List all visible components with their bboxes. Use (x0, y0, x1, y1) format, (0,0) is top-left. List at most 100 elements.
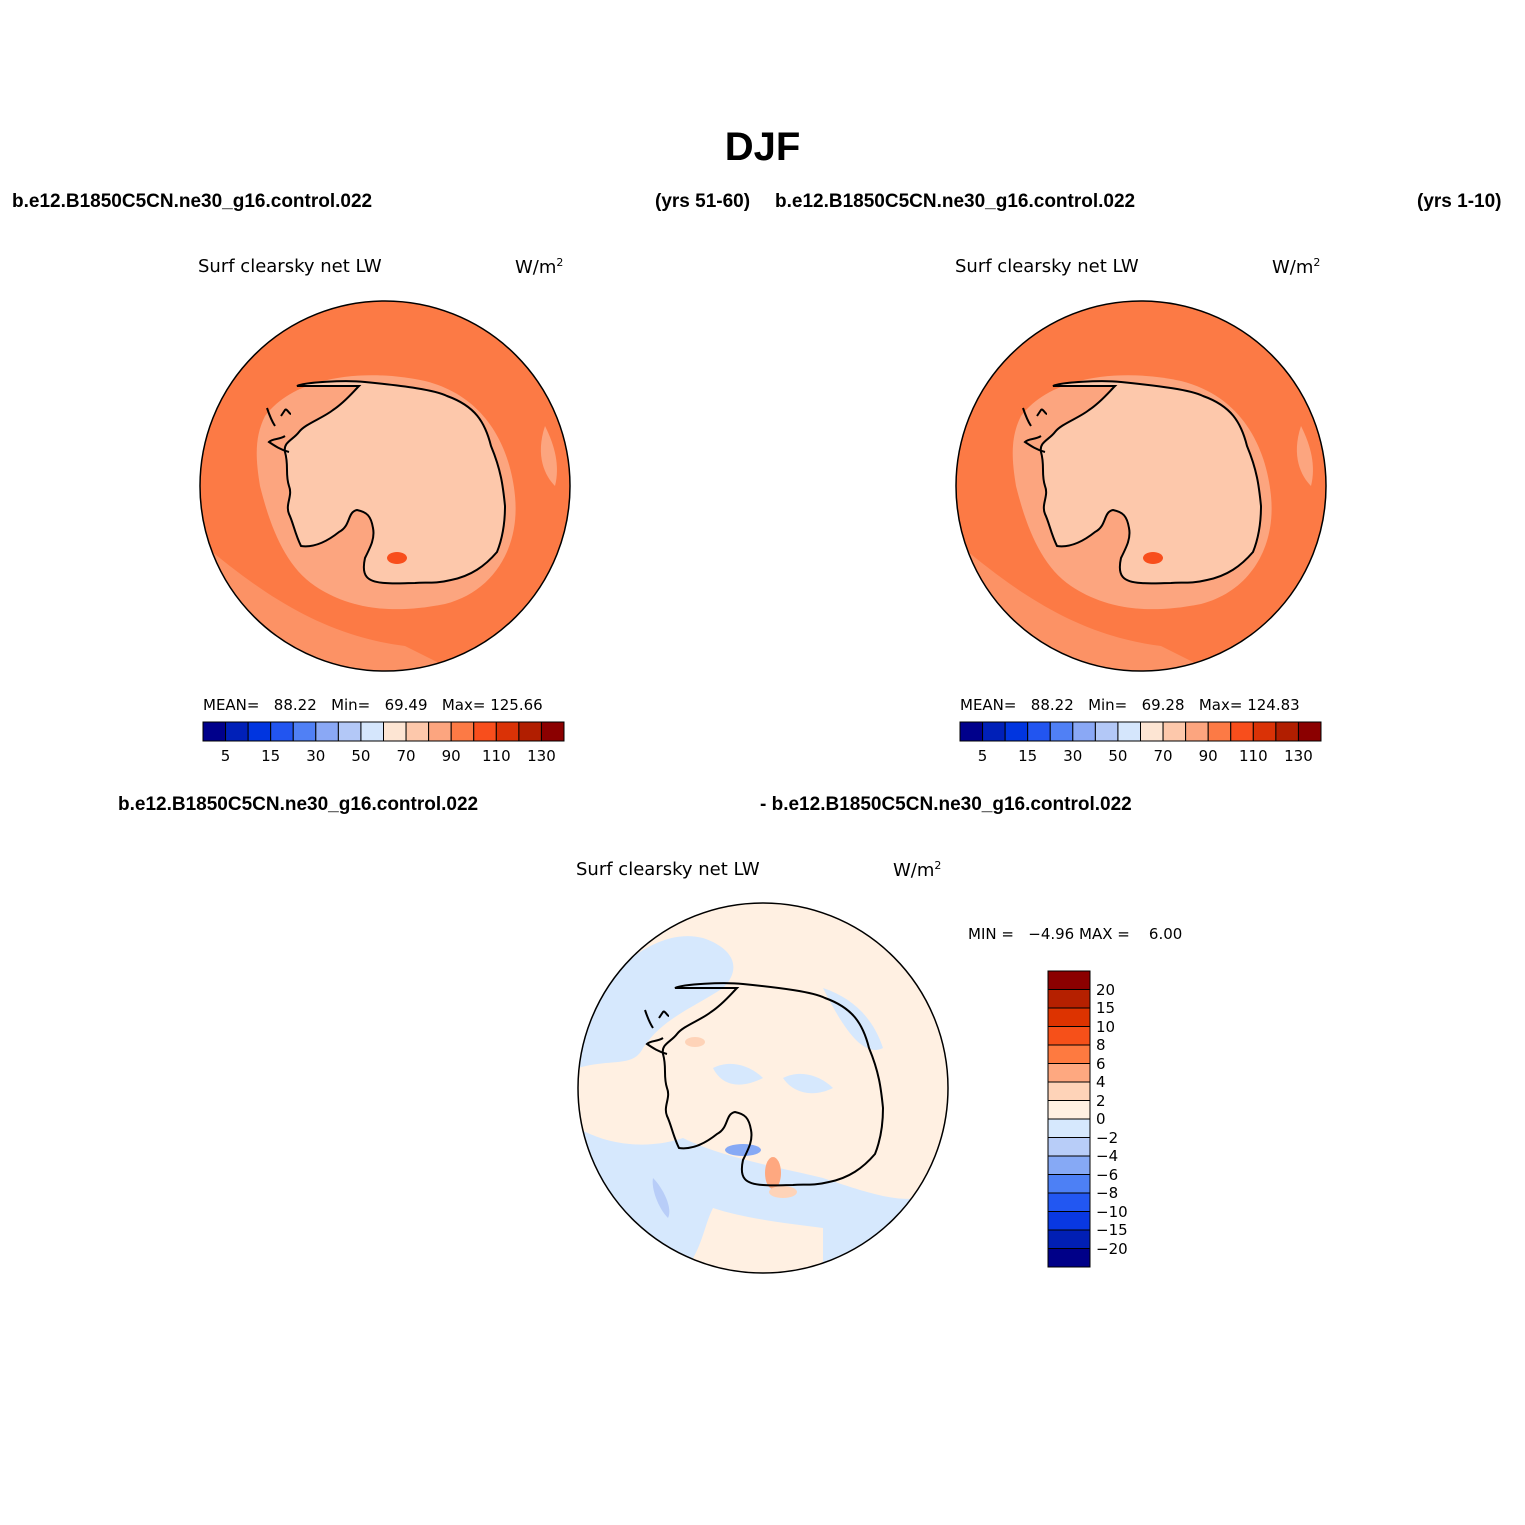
panel2-colorbar (959, 721, 1322, 742)
colorbar-box (247, 721, 272, 742)
colorbar-tick-label: 5 (977, 747, 988, 765)
colorbar-box (1047, 1026, 1091, 1046)
colorbar-box (360, 721, 384, 742)
colorbar-tick-label: 6 (1096, 1054, 1106, 1073)
colorbar-tick-label: 15 (261, 747, 281, 765)
colorbar-tick-label: 70 (396, 747, 416, 765)
colorbar-tick-label: 70 (1153, 747, 1173, 765)
colorbar-tick-label: 10 (1096, 1017, 1116, 1036)
colorbar-tick-label: 30 (306, 747, 326, 765)
colorbar-box (1275, 721, 1299, 742)
panel2-stats: MEAN= 88.22 Min= 69.28 Max= 124.83 (960, 696, 1300, 714)
colorbar-box (1047, 1229, 1091, 1249)
panel1-units: W/m2 (515, 256, 564, 278)
colorbar-tick-label: −15 (1096, 1221, 1128, 1239)
colorbar-tick-label: 50 (1108, 747, 1128, 765)
colorbar-box (518, 721, 542, 742)
colorbar-box (337, 721, 362, 742)
panel2-map (956, 301, 1326, 671)
colorbar-box (1297, 721, 1322, 742)
colorbar-box (982, 721, 1006, 742)
colorbar-box (202, 721, 227, 742)
colorbar-tick-label: 15 (1096, 999, 1116, 1017)
colorbar-box (225, 721, 249, 742)
colorbar-box (450, 721, 475, 742)
colorbar-box (1027, 721, 1051, 742)
colorbar-box (959, 721, 984, 742)
colorbar-tick-label: 4 (1096, 1073, 1106, 1091)
colorbar-box (292, 721, 317, 742)
panel1-colorbar (202, 721, 565, 742)
colorbar-tick-label: 90 (441, 747, 461, 765)
diff-case-right: - b.e12.B1850C5CN.ne30_g16.control.022 (760, 794, 1132, 815)
colorbar-tick-label: 20 (1096, 980, 1116, 999)
colorbar-box (1047, 1155, 1091, 1175)
colorbar-tick-label: 15 (1018, 747, 1038, 765)
colorbar-tick-label: −20 (1096, 1239, 1128, 1258)
colorbar-box (1252, 721, 1277, 742)
colorbar-tick-label: 130 (527, 747, 556, 765)
colorbar-box (1207, 721, 1232, 742)
colorbar-box (473, 721, 497, 742)
colorbar-tick-label: 110 (1238, 747, 1268, 765)
colorbar-box (1185, 721, 1209, 742)
colorbar-box (1047, 1081, 1091, 1101)
colorbar-box (1047, 989, 1091, 1009)
colorbar-box (1047, 1118, 1091, 1138)
colorbar-tick-label: 5 (220, 747, 231, 765)
colorbar-box (1230, 721, 1254, 742)
colorbar-tick-label: −6 (1096, 1165, 1119, 1184)
colorbar-box (1140, 721, 1164, 742)
panel1-years: (yrs 51-60) (655, 191, 751, 212)
colorbar-box (405, 721, 430, 742)
colorbar-tick-label: −10 (1096, 1202, 1128, 1221)
panel2-years: (yrs 1-10) (1417, 191, 1502, 212)
colorbar-box (1117, 721, 1141, 742)
colorbar-box (428, 721, 452, 742)
colorbar-tick-label: 8 (1096, 1036, 1106, 1054)
diff-stats: MIN = −4.96 MAX = 6.00 (968, 925, 1183, 943)
colorbar-tick-label: 110 (481, 747, 511, 765)
colorbar-tick-label: 90 (1198, 747, 1218, 765)
panel1-variable: Surf clearsky net LW (198, 256, 382, 277)
colorbar-box (1047, 1007, 1091, 1027)
colorbar-box (1047, 970, 1091, 990)
colorbar-tick-label: 2 (1096, 1091, 1106, 1110)
panel1-case-name: b.e12.B1850C5CN.ne30_g16.control.022 (12, 191, 373, 212)
colorbar-box (383, 721, 407, 742)
diff-variable: Surf clearsky net LW (576, 859, 760, 880)
colorbar-box (270, 721, 294, 742)
panel1-map (200, 301, 570, 671)
panel1-map-boundary (199, 300, 571, 672)
diff-map (578, 903, 948, 1273)
colorbar-tick-label: −2 (1096, 1128, 1119, 1147)
colorbar-box (1072, 721, 1096, 742)
colorbar-box (1049, 721, 1074, 742)
diff-case-left: b.e12.B1850C5CN.ne30_g16.control.022 (118, 794, 479, 815)
diff-units: W/m2 (893, 859, 942, 881)
colorbar-tick-label: 50 (351, 747, 371, 765)
panel2-units: W/m2 (1272, 256, 1321, 278)
colorbar-tick-label: −8 (1096, 1184, 1119, 1202)
colorbar-box (540, 721, 565, 742)
colorbar-box (1162, 721, 1187, 742)
panel1-stats: MEAN= 88.22 Min= 69.49 Max= 125.66 (203, 696, 543, 714)
panel2-variable: Surf clearsky net LW (955, 256, 1139, 277)
colorbar-tick-label: 0 (1096, 1110, 1106, 1128)
colorbar-box (315, 721, 339, 742)
colorbar-tick-label: 130 (1284, 747, 1313, 765)
colorbar-box (495, 721, 520, 742)
diff-colorbar (1047, 970, 1091, 1268)
colorbar-box (1094, 721, 1119, 742)
colorbar-tick-label: −4 (1096, 1147, 1119, 1165)
colorbar-tick-label: 30 (1063, 747, 1083, 765)
colorbar-box (1047, 1248, 1091, 1268)
colorbar-box (1004, 721, 1029, 742)
diff-map-boundary (577, 902, 949, 1274)
colorbar-box (1047, 1100, 1091, 1120)
colorbar-box (1047, 1192, 1091, 1212)
panel2-case-name: b.e12.B1850C5CN.ne30_g16.control.022 (775, 191, 1136, 212)
figure-title: DJF (724, 125, 801, 169)
colorbar-box (1047, 1063, 1091, 1083)
